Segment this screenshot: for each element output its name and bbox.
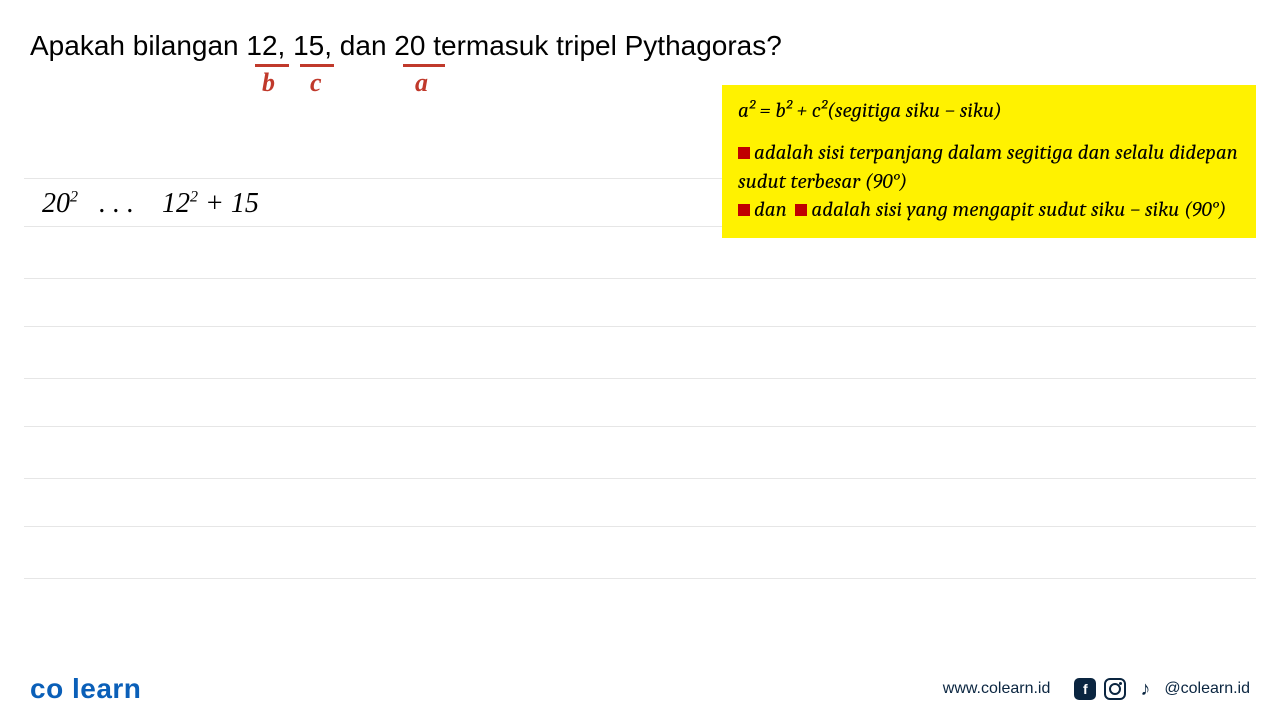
logo-co: co — [30, 673, 64, 704]
letter-a: a — [415, 68, 428, 98]
formula-eq: ² = b² + c² — [749, 99, 827, 123]
work-rhs-b1: 12 — [162, 188, 190, 219]
hint-formula: a² = b² + c²(segitiga siku − siku) — [738, 97, 1240, 125]
letter-b: b — [262, 68, 275, 98]
logo-learn: learn — [72, 673, 141, 704]
formula-a: a — [738, 99, 749, 123]
underline-b — [255, 64, 289, 67]
underline-c — [300, 64, 334, 67]
marker-b-icon — [738, 204, 750, 216]
tiktok-icon[interactable]: ♪ — [1134, 678, 1156, 700]
question-text: Apakah bilangan 12, 15, dan 20 termasuk … — [30, 30, 782, 62]
work-rhs-b2: 15 — [231, 188, 259, 219]
formula-note: (segitiga siku − siku) — [827, 99, 1002, 123]
footer-url[interactable]: www.colearn.id — [943, 680, 1051, 698]
footer: co learn www.colearn.id f ♪ @colearn.id — [0, 658, 1280, 720]
marker-a-icon — [738, 147, 750, 159]
ruled-lines — [24, 178, 1256, 640]
work-lhs-base: 20 — [42, 188, 70, 219]
instagram-icon[interactable] — [1104, 678, 1126, 700]
hint-box: a² = b² + c²(segitiga siku − siku) adala… — [722, 85, 1256, 238]
footer-right: www.colearn.id f ♪ @colearn.id — [943, 678, 1250, 700]
underline-a — [403, 64, 445, 67]
marker-c-icon — [795, 204, 807, 216]
social-handle[interactable]: @colearn.id — [1164, 680, 1250, 698]
hint-line-1: adalah sisi terpanjang dalam segitiga da… — [738, 139, 1240, 196]
hint-text-2a: dan — [754, 198, 787, 222]
social-icons: f ♪ @colearn.id — [1074, 678, 1250, 700]
logo: co learn — [30, 673, 141, 705]
work-rhs-e1: 2 — [190, 189, 198, 206]
hint-line-2: dan adalah sisi yang mengapit sudut siku… — [738, 196, 1240, 224]
page: Apakah bilangan 12, 15, dan 20 termasuk … — [0, 0, 1280, 720]
work-plus: + — [205, 188, 224, 219]
facebook-icon[interactable]: f — [1074, 678, 1096, 700]
work-dots: . . . — [99, 188, 134, 219]
hint-text-2b: adalah sisi yang mengapit sudut siku − s… — [811, 198, 1226, 222]
handwritten-work: 202 . . . 122 + 15 — [42, 188, 259, 220]
work-lhs-exp: 2 — [70, 189, 78, 206]
letter-c: c — [310, 68, 322, 98]
hint-text-1: adalah sisi terpanjang dalam segitiga da… — [738, 141, 1238, 193]
